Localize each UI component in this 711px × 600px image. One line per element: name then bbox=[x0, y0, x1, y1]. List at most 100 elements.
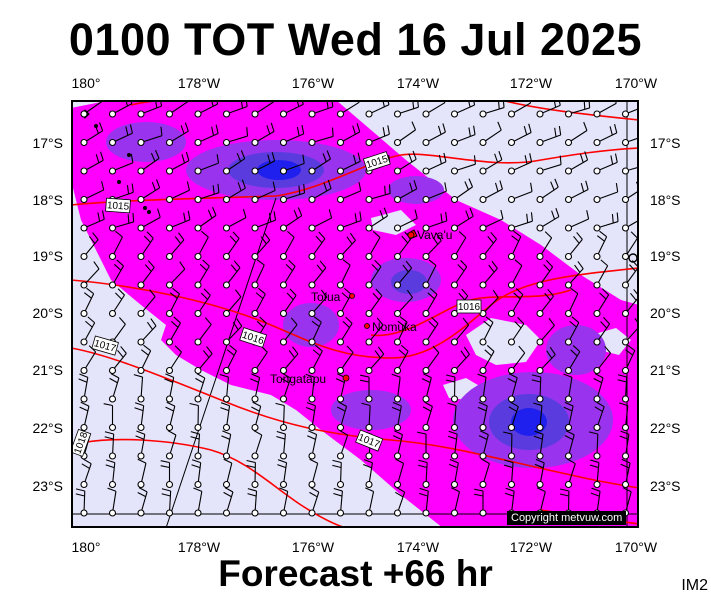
wind-barb bbox=[336, 430, 349, 460]
wind-barb bbox=[275, 402, 288, 432]
right-tick-20s: 20°S bbox=[650, 305, 681, 321]
wind-barb bbox=[336, 287, 352, 318]
wind-barb bbox=[336, 316, 353, 346]
wind-barb bbox=[479, 260, 498, 289]
wind-barb bbox=[80, 261, 100, 289]
island-lau-4 bbox=[143, 206, 147, 210]
left-tick-18s: 18°S bbox=[32, 192, 63, 208]
wind-barb bbox=[222, 127, 249, 147]
copyright-label: Copyright metvuw.com bbox=[507, 511, 627, 525]
isobar-label-1016-east: 1016 bbox=[456, 299, 482, 314]
wind-barb bbox=[422, 211, 448, 232]
wind-barb bbox=[479, 231, 497, 261]
wind-barb bbox=[621, 344, 636, 375]
wind-barb bbox=[194, 154, 220, 175]
wind-barb bbox=[365, 184, 391, 204]
wind-barb bbox=[593, 182, 619, 204]
rain-heavy-central bbox=[391, 270, 427, 294]
wind-barb bbox=[251, 181, 276, 204]
wind-barb bbox=[80, 232, 99, 261]
top-tick-176w: 176°W bbox=[291, 75, 335, 91]
wind-barb bbox=[108, 124, 133, 147]
wind-barb bbox=[393, 260, 413, 289]
wind-barb bbox=[363, 459, 373, 489]
wind-barb bbox=[221, 430, 232, 460]
wind-barb bbox=[393, 289, 413, 318]
wind-barb bbox=[531, 374, 544, 403]
wind-barb bbox=[222, 260, 241, 289]
wind-barb bbox=[621, 107, 639, 118]
wind-barb bbox=[365, 346, 385, 375]
wind-barb bbox=[593, 401, 605, 432]
wind-barb bbox=[507, 345, 526, 375]
wind-barb bbox=[479, 289, 499, 318]
wind-barb bbox=[422, 232, 442, 261]
wind-barb bbox=[422, 259, 437, 289]
forecast-label: Forecast +66 hr bbox=[218, 553, 493, 594]
wind-barb bbox=[108, 153, 134, 175]
wind-barb bbox=[450, 178, 474, 204]
wind-barb bbox=[251, 211, 277, 232]
wind-barb bbox=[165, 210, 191, 232]
wind-barb bbox=[308, 316, 322, 346]
wind-barb bbox=[507, 373, 518, 403]
wind-barb bbox=[536, 125, 562, 147]
wind-barb bbox=[279, 317, 298, 346]
wind-barb bbox=[134, 402, 145, 432]
wind-barb bbox=[108, 212, 135, 232]
top-tick-172w: 172°W bbox=[509, 75, 553, 91]
wind-barb bbox=[75, 488, 88, 517]
wind-barb bbox=[193, 487, 203, 517]
wind-barb bbox=[391, 401, 402, 432]
wind-barb bbox=[393, 150, 417, 175]
wind-barb bbox=[534, 458, 545, 489]
wind-barb bbox=[419, 487, 430, 517]
wind-barb bbox=[392, 430, 403, 460]
wind-barb bbox=[165, 345, 182, 375]
wind-barb bbox=[79, 401, 90, 432]
bottom-tick-178w: 178°W bbox=[177, 539, 221, 555]
svg-text:Tofua: Tofua bbox=[311, 290, 341, 304]
island-lau-2 bbox=[127, 153, 131, 157]
wind-barb bbox=[507, 123, 532, 147]
wind-barb bbox=[361, 402, 373, 432]
wind-barb bbox=[393, 180, 418, 204]
wind-barb bbox=[191, 459, 202, 489]
wind-barb bbox=[479, 458, 490, 489]
wind-barb bbox=[135, 430, 146, 460]
rain-medium-northwest bbox=[106, 122, 186, 162]
isobar-label-1015-west: 1015 bbox=[105, 197, 131, 214]
wind-barb bbox=[335, 373, 346, 403]
wind-barb bbox=[194, 373, 206, 403]
wind-barb bbox=[479, 345, 495, 375]
wind-barb bbox=[593, 288, 610, 318]
wind-barb bbox=[422, 152, 447, 175]
wind-barb bbox=[108, 373, 120, 403]
wind-barb bbox=[137, 149, 160, 175]
place-markers: Vava'u Tofua Nomuka Tongatapu bbox=[270, 228, 452, 386]
wind-barb bbox=[507, 182, 533, 204]
left-tick-22s: 22°S bbox=[32, 420, 63, 436]
wind-barb bbox=[336, 401, 348, 432]
wind-barb bbox=[336, 211, 362, 232]
wind-barb bbox=[80, 100, 103, 118]
wind-barb bbox=[336, 100, 360, 118]
wind-barb bbox=[536, 288, 554, 318]
isobar-1016-east bbox=[370, 289, 572, 337]
wind-barb bbox=[422, 123, 446, 147]
wind-barb bbox=[477, 373, 487, 403]
wind-barb bbox=[593, 212, 619, 232]
wind-barb bbox=[507, 212, 533, 232]
wind-barb bbox=[336, 232, 356, 261]
wind-barb bbox=[279, 100, 304, 118]
wind-barb bbox=[564, 232, 583, 261]
wind-barb bbox=[536, 207, 560, 232]
top-tick-170w: 170°W bbox=[614, 75, 658, 91]
wind-barb bbox=[160, 460, 174, 489]
wind-barb bbox=[365, 207, 388, 232]
wind-barb bbox=[279, 259, 296, 289]
wind-barb bbox=[507, 288, 524, 318]
wind-barb bbox=[564, 121, 588, 147]
wind-barb bbox=[564, 458, 576, 489]
wind-barb bbox=[393, 121, 417, 147]
